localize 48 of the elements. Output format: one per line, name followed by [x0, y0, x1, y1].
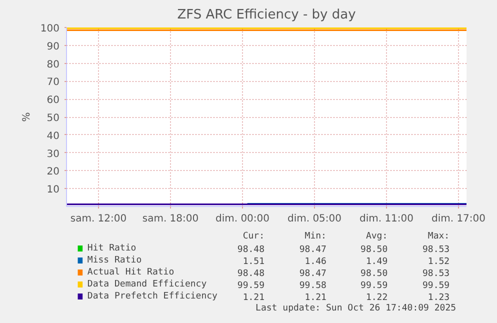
text: 1.21 [242, 293, 264, 303]
text: Avg: [366, 232, 388, 242]
text: 98.53 [422, 245, 450, 255]
text: 99.58 [299, 281, 326, 291]
text: 98.50 [360, 245, 388, 255]
text: 98.47 [299, 269, 326, 279]
y-tick-label: 30 [46, 148, 60, 160]
y-tick-label: 50 [46, 113, 60, 124]
legend-label: Data Prefetch Efficiency [87, 292, 218, 302]
text: 99.59 [422, 281, 450, 291]
text: 99.59 [360, 281, 388, 291]
text: Max: [428, 232, 450, 242]
text: 1.46 [304, 257, 326, 267]
x-tick-label: dim. 00:00 [215, 214, 270, 224]
y-tick-label: 100 [40, 24, 60, 34]
text: Cur: [242, 232, 264, 242]
text: 98.48 [237, 269, 264, 279]
text: 1.23 [428, 293, 450, 303]
y-axis-title: % [21, 112, 32, 122]
legend-label: Miss Ratio [87, 256, 142, 266]
y-tick-label: 60 [46, 95, 60, 106]
x-tick-label: dim. 05:00 [287, 214, 342, 224]
text: 1.51 [242, 257, 264, 267]
x-tick-label: dim. 11:00 [359, 214, 414, 224]
text: 98.50 [360, 269, 388, 279]
x-tick-label: sam. 18:00 [142, 214, 199, 224]
x-tick-label: dim. 17:00 [431, 214, 486, 224]
text: 98.48 [237, 245, 264, 255]
text: Min: [304, 232, 326, 242]
legend-label: Hit Ratio [87, 244, 136, 254]
text: Last update: Sun Oct 26 17:40:09 2025 [256, 304, 456, 314]
y-tick-label: 70 [46, 77, 60, 88]
legend-label: Actual Hit Ratio [87, 268, 174, 278]
text: 1.49 [366, 257, 388, 267]
y-tick-label: 80 [46, 59, 60, 70]
text: 1.21 [304, 293, 326, 303]
y-tick-label: 20 [46, 166, 60, 178]
y-tick-label: 10 [46, 184, 60, 196]
legend-label: Data Demand Efficiency [87, 280, 208, 290]
x-tick-label: sam. 12:00 [70, 214, 127, 224]
text: 1.22 [366, 293, 388, 303]
y-tick-label: 40 [46, 130, 60, 142]
text: 99.59 [237, 281, 264, 291]
text: 1.52 [428, 257, 450, 267]
text: 98.47 [299, 245, 326, 255]
y-tick-label: 90 [46, 41, 60, 52]
chart-title: ZFS ARC Efficiency - by day [177, 8, 356, 22]
text: 98.53 [422, 269, 450, 279]
